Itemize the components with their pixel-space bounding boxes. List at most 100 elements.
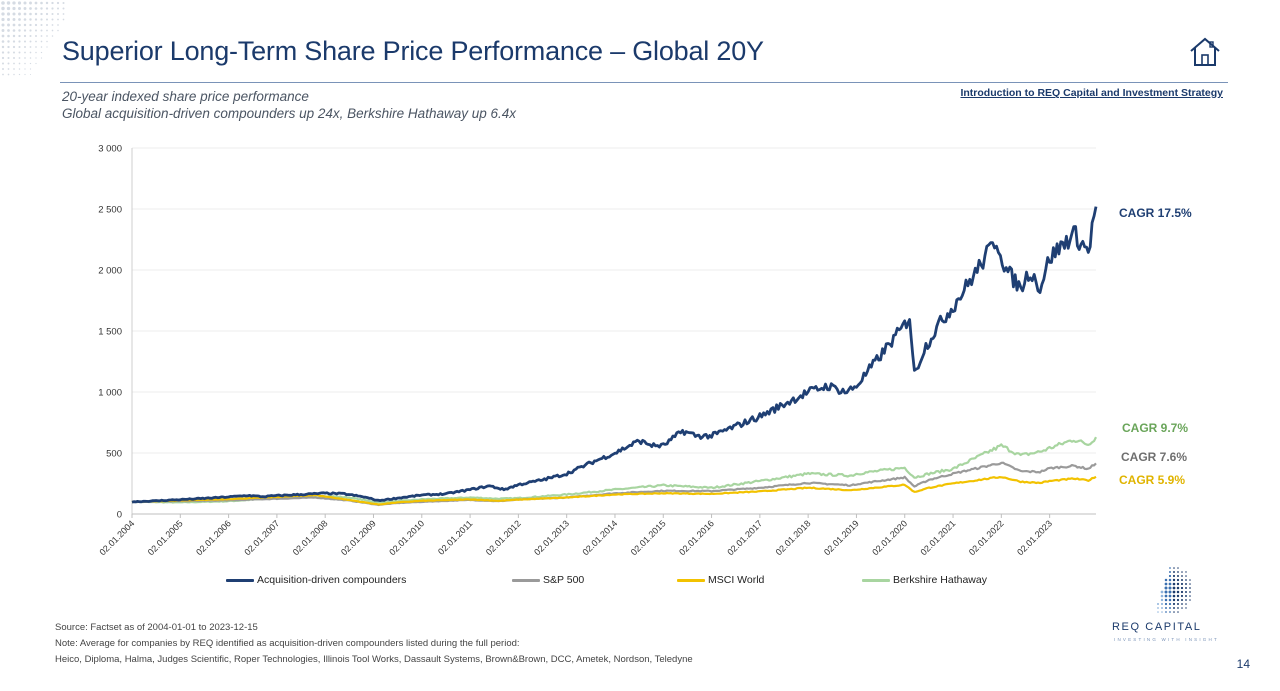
logo-dot [1181, 607, 1183, 609]
x-tick-label: 02.01.2006 [194, 518, 233, 557]
pattern-dot [35, 57, 37, 59]
logo-dot [1185, 579, 1187, 581]
pattern-dot [29, 29, 32, 32]
pattern-dot [12, 40, 16, 43]
logo-dot [1161, 611, 1163, 613]
pattern-dot [29, 73, 32, 76]
pattern-dot [29, 23, 32, 27]
series-line-msci-world [131, 475, 1097, 506]
logo-dot [1157, 607, 1159, 609]
pattern-dot [45, 1, 49, 5]
pattern-dot [35, 40, 37, 43]
logo-tagline: INVESTING WITH INSIGHT [1114, 637, 1219, 642]
pattern-dot [29, 46, 32, 48]
title-divider [60, 82, 1228, 83]
pattern-dot [1, 6, 5, 11]
x-tick-label: 02.01.2005 [146, 518, 185, 557]
pattern-dot [51, 35, 54, 37]
subtitle-line-1: 20-year indexed share price performance [62, 89, 309, 104]
logo-wordmark: REQ CAPITAL [1112, 621, 1202, 633]
logo-dot [1172, 574, 1176, 578]
pattern-dot [51, 1, 54, 5]
pattern-dot [35, 51, 37, 54]
logo-dot [1177, 567, 1179, 569]
logo-dot [1164, 594, 1168, 598]
x-tick-label: 02.01.2004 [97, 518, 136, 557]
pattern-dot [23, 12, 27, 16]
logo-dot [1189, 579, 1191, 581]
logo-dot [1180, 582, 1184, 586]
logo-dot [1164, 582, 1168, 586]
pattern-dot [29, 51, 32, 54]
pattern-dot [34, 12, 38, 16]
pattern-dot [7, 23, 10, 27]
pattern-dot [51, 18, 54, 21]
legend-label: Acquisition-driven compounders [257, 574, 407, 586]
logo-dot [1169, 611, 1171, 613]
pattern-dot [62, 1, 65, 5]
pattern-dot [40, 12, 43, 16]
pattern-dot [51, 12, 54, 16]
pattern-dot [13, 57, 15, 59]
logo-dot [1181, 579, 1183, 581]
pattern-dot [1, 56, 5, 60]
pattern-dot [40, 46, 43, 48]
pattern-dot [24, 68, 26, 70]
legend-label: S&P 500 [543, 574, 585, 586]
pattern-dot [34, 23, 38, 27]
logo-dot [1173, 567, 1175, 569]
pattern-dot [12, 6, 16, 11]
logo-dot [1160, 590, 1164, 594]
pattern-dot [62, 18, 65, 21]
logo-dot [1161, 607, 1163, 609]
logo-dot [1185, 583, 1187, 585]
chart-subtitle: 20-year indexed share price performance … [62, 88, 516, 122]
logo-dot [1176, 594, 1180, 598]
pattern-dot [7, 45, 10, 49]
x-tick-label: 02.01.2012 [484, 518, 523, 557]
x-tick-label: 02.01.2016 [677, 518, 716, 557]
pattern-dot [18, 40, 21, 43]
pattern-dot [6, 12, 11, 16]
x-tick-label: 02.01.2007 [242, 518, 281, 557]
logo-dot [1157, 611, 1159, 613]
pattern-dot [46, 35, 48, 37]
pattern-dot [18, 57, 21, 59]
pattern-dot [46, 24, 48, 26]
intro-link[interactable]: Introduction to REQ Capital and Investme… [960, 87, 1223, 99]
logo-dot [1173, 611, 1175, 613]
logo-dot [1176, 578, 1180, 582]
pattern-dot [12, 29, 16, 32]
home-icon[interactable] [1188, 36, 1222, 68]
pattern-dot [29, 18, 32, 21]
pattern-dot [2, 73, 4, 76]
logo-dot [1185, 603, 1187, 605]
logo-dot [1173, 607, 1175, 609]
pattern-dot [18, 12, 21, 16]
x-tick-label: 02.01.2014 [580, 518, 619, 557]
logo-dot [1173, 571, 1175, 573]
pattern-dot [40, 23, 43, 27]
logo-dot [1168, 586, 1172, 590]
pattern-dot [12, 51, 16, 54]
legend-swatch [512, 578, 540, 582]
logo-dot [1185, 599, 1187, 601]
series-line-acquisition-driven-compounders [131, 206, 1098, 504]
pattern-dot [18, 29, 21, 32]
pattern-dot [13, 62, 15, 65]
pattern-dot [17, 1, 22, 5]
logo-dot [1172, 598, 1176, 602]
pattern-dot [1, 51, 5, 54]
pattern-dot [12, 45, 16, 49]
pattern-dot [12, 1, 16, 5]
logo-dot [1181, 575, 1183, 577]
x-tick-label: 02.01.2022 [967, 518, 1006, 557]
pattern-dot [57, 18, 59, 21]
pattern-dot [45, 7, 49, 10]
logo-dot [1180, 586, 1184, 590]
pattern-dot [29, 1, 32, 5]
logo-dot [1172, 578, 1176, 582]
pattern-dot [29, 12, 32, 16]
x-tick-label: 02.01.2013 [532, 518, 571, 557]
pattern-dot [29, 7, 32, 10]
